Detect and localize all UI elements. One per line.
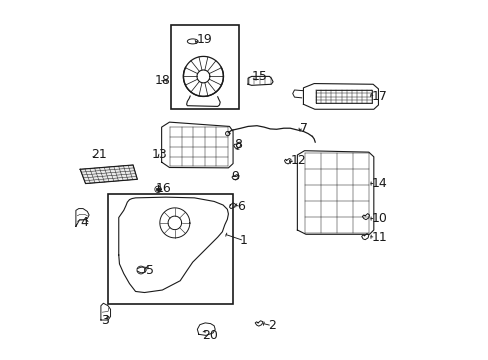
Polygon shape	[80, 165, 137, 184]
Polygon shape	[162, 122, 233, 168]
Text: 17: 17	[370, 90, 386, 103]
Text: 16: 16	[155, 183, 171, 195]
Text: 13: 13	[151, 148, 167, 162]
Text: 21: 21	[91, 148, 106, 161]
Polygon shape	[297, 151, 373, 234]
Text: 11: 11	[370, 231, 386, 244]
Ellipse shape	[187, 39, 198, 44]
Bar	[171, 24, 238, 109]
Text: 7: 7	[299, 122, 307, 135]
Text: 1: 1	[240, 234, 247, 247]
Text: 8: 8	[233, 138, 241, 151]
Text: 12: 12	[290, 154, 306, 167]
Text: 3: 3	[101, 314, 108, 327]
Text: 4: 4	[80, 216, 88, 229]
Text: 2: 2	[267, 319, 275, 332]
Text: 14: 14	[370, 177, 386, 190]
Text: 9: 9	[230, 170, 238, 183]
Bar	[108, 194, 233, 304]
Text: 15: 15	[251, 70, 267, 83]
Text: 6: 6	[236, 200, 244, 213]
Polygon shape	[303, 84, 378, 109]
Text: 5: 5	[146, 264, 154, 276]
Text: 10: 10	[370, 212, 386, 225]
Text: 20: 20	[201, 329, 217, 342]
Text: 18: 18	[154, 74, 170, 87]
Text: 19: 19	[196, 33, 212, 46]
